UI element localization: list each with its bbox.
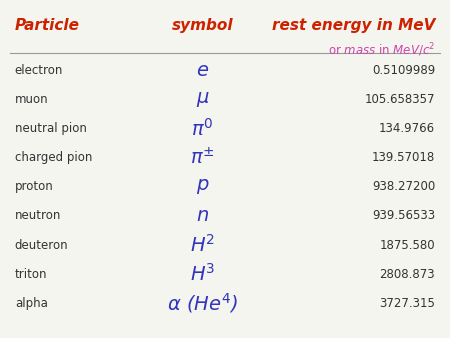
Text: $e$: $e$ — [196, 61, 209, 80]
Text: $\pi^0$: $\pi^0$ — [191, 118, 214, 139]
Text: muon: muon — [15, 93, 49, 106]
Text: $\mu$: $\mu$ — [196, 90, 210, 109]
Text: $\pi^{\pm}$: $\pi^{\pm}$ — [190, 147, 215, 168]
Text: 0.5109989: 0.5109989 — [372, 64, 435, 77]
Text: proton: proton — [15, 180, 54, 193]
Text: charged pion: charged pion — [15, 151, 92, 164]
Text: $H^3$: $H^3$ — [190, 263, 216, 285]
Text: electron: electron — [15, 64, 63, 77]
Text: $H^2$: $H^2$ — [190, 234, 215, 256]
Text: neutron: neutron — [15, 210, 61, 222]
Text: 139.57018: 139.57018 — [372, 151, 435, 164]
Text: alpha: alpha — [15, 297, 48, 310]
Text: 3727.315: 3727.315 — [379, 297, 435, 310]
Text: triton: triton — [15, 268, 47, 281]
Text: $p$: $p$ — [196, 177, 209, 196]
Text: rest energy in MeV: rest energy in MeV — [272, 18, 435, 33]
Text: 1875.580: 1875.580 — [379, 239, 435, 251]
Text: 134.9766: 134.9766 — [379, 122, 435, 135]
Text: 938.27200: 938.27200 — [372, 180, 435, 193]
Text: $n$: $n$ — [196, 207, 209, 225]
Text: $\alpha$ ($He^4$): $\alpha$ ($He^4$) — [167, 291, 238, 315]
Text: deuteron: deuteron — [15, 239, 68, 251]
Text: neutral pion: neutral pion — [15, 122, 87, 135]
Text: or $\it{mass}$ in $\it{MeV/c}$$^2$: or $\it{mass}$ in $\it{MeV/c}$$^2$ — [328, 41, 435, 58]
Text: symbol: symbol — [172, 18, 234, 33]
Text: 939.56533: 939.56533 — [372, 210, 435, 222]
Text: Particle: Particle — [15, 18, 80, 33]
Text: 105.658357: 105.658357 — [364, 93, 435, 106]
Text: 2808.873: 2808.873 — [379, 268, 435, 281]
